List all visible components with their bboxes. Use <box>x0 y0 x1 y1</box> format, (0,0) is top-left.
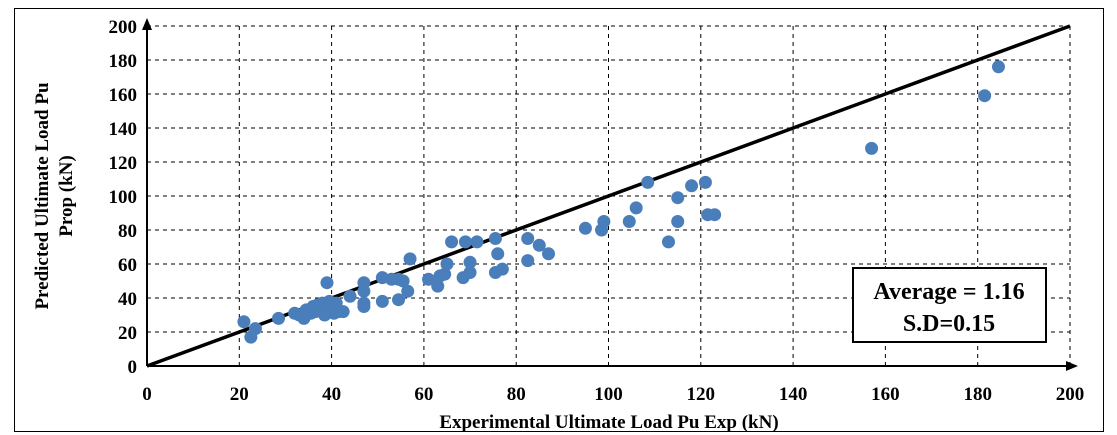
data-point <box>470 235 484 249</box>
data-point <box>343 289 357 303</box>
stats-box-border <box>852 267 1047 343</box>
x-tick-label: 180 <box>963 384 992 405</box>
data-point <box>685 179 699 193</box>
data-point <box>622 215 636 228</box>
y-tick-label: 80 <box>118 221 137 242</box>
x-tick-label: 80 <box>507 384 526 405</box>
data-point <box>463 255 477 269</box>
data-point <box>403 252 417 266</box>
data-point <box>392 293 406 307</box>
sd-label: S.D=0.15 <box>903 311 995 337</box>
data-point <box>641 175 655 189</box>
x-axis-arrow <box>1066 361 1078 371</box>
y-axis-title-line2: Prop (kN) <box>56 155 77 236</box>
data-point <box>542 247 556 261</box>
data-point <box>671 191 685 205</box>
data-point <box>440 257 454 271</box>
data-point <box>491 247 505 261</box>
data-point <box>708 208 722 222</box>
data-point <box>396 274 410 288</box>
data-point <box>248 322 262 336</box>
data-point <box>488 232 502 245</box>
y-tick-label: 60 <box>118 255 137 276</box>
data-point <box>401 284 415 298</box>
data-point <box>357 300 371 313</box>
data-point <box>438 267 452 281</box>
chart-frame <box>14 8 1104 432</box>
x-tick-label: 140 <box>779 384 808 405</box>
x-tick-label: 160 <box>871 384 900 405</box>
x-tick-label: 20 <box>230 384 249 405</box>
data-point <box>375 294 389 308</box>
y-tick-label: 100 <box>109 187 138 208</box>
data-point <box>272 311 286 325</box>
x-tick-label: 0 <box>142 384 152 405</box>
data-point <box>521 232 535 245</box>
data-point <box>463 266 477 279</box>
data-point <box>445 235 459 249</box>
x-tick-label: 200 <box>1056 384 1085 405</box>
stats-box: Average = 1.16 S.D=0.15 <box>852 267 1047 343</box>
data-point <box>422 272 436 286</box>
data-point <box>991 60 1005 74</box>
data-point <box>532 238 546 252</box>
data-point <box>671 215 685 228</box>
y-tick-label: 0 <box>128 357 138 378</box>
y-tick-label: 140 <box>109 119 138 140</box>
data-point <box>458 235 472 249</box>
data-points <box>237 60 1005 344</box>
y-tick-label: 160 <box>109 85 138 106</box>
data-point <box>978 89 992 103</box>
tick-labels: 0 20 40 60 80 100 120 140 160 180 200 0 20 40 60 80 100 1… <box>109 17 1085 405</box>
y-tick-label: 200 <box>109 17 138 38</box>
data-point <box>336 305 350 319</box>
data-point <box>431 279 445 293</box>
data-point <box>597 215 611 228</box>
data-point <box>357 284 371 298</box>
y-tick-label: 20 <box>118 323 137 344</box>
x-axis-title: Experimental Ultimate Load Pu Exp (kN) <box>439 412 778 433</box>
y-axis-title-line1: Predicted Ultimate Load Pu <box>32 82 53 310</box>
x-tick-label: 40 <box>322 384 341 405</box>
y-tick-label: 120 <box>109 153 138 174</box>
data-point <box>521 254 535 268</box>
x-tick-label: 120 <box>687 384 716 405</box>
y-axis-arrow <box>142 18 152 30</box>
y-tick-label: 40 <box>118 289 137 310</box>
data-point <box>865 141 879 155</box>
data-point <box>698 175 712 189</box>
average-label: Average = 1.16 <box>873 279 1024 305</box>
data-point <box>661 235 675 249</box>
data-point <box>495 262 509 276</box>
data-point <box>629 201 643 215</box>
x-tick-label: 60 <box>414 384 433 405</box>
y-tick-label: 180 <box>109 51 138 72</box>
x-tick-label: 100 <box>594 384 623 405</box>
data-point <box>237 315 251 329</box>
axes <box>142 18 1078 371</box>
data-point <box>578 221 592 235</box>
data-point <box>320 276 334 290</box>
